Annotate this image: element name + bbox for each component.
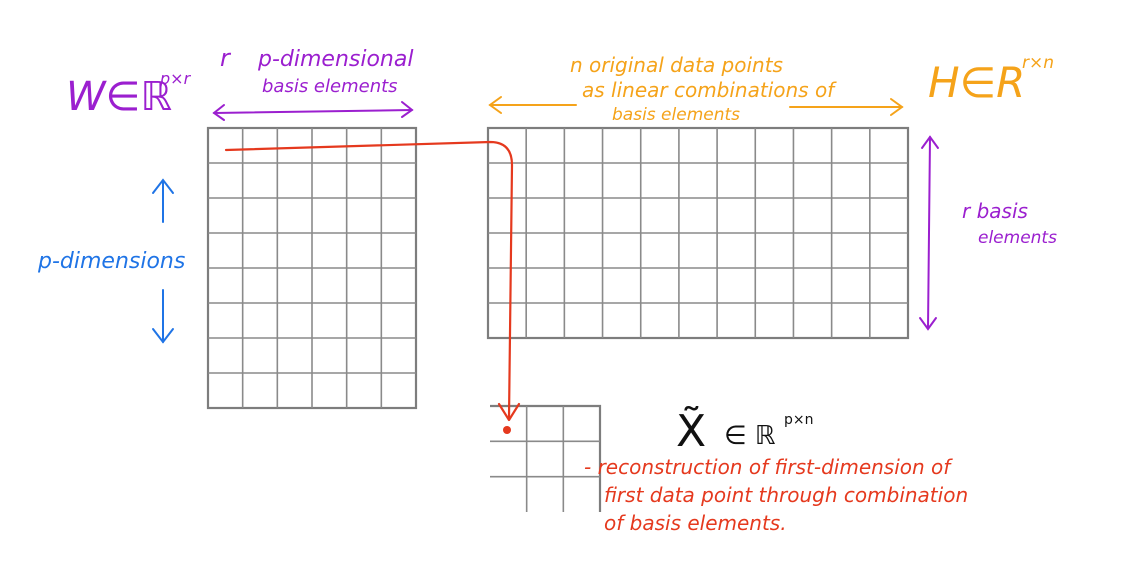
h-matrix-superscript: r×n [1022,53,1054,73]
annotation-line2: first data point through combination [604,483,968,507]
h-top-label-line3: basis elements [612,105,740,125]
w-side-label: p-dimensions [37,249,185,274]
x-matrix-label-rest: ∈ ℝ [724,421,776,451]
w-grid [206,126,418,410]
reconstruction-path [224,140,521,422]
grid-border [488,404,602,514]
x-matrix-superscript: p×n [784,412,814,428]
w-top-label-line2: basis elements [262,76,398,97]
h-side-label-line1: r basis [962,199,1028,223]
h-height-arrow [919,135,939,331]
w-width-arrow [212,101,414,121]
w-matrix-superscript: p×r [159,69,192,88]
h-top-label-line1: n original data points [570,53,783,77]
h-grid [486,126,910,340]
x-matrix-label: X̃ [676,404,706,457]
h-top-label-line2: as linear combinations of [582,78,837,102]
matrix-x: X̃ ∈ ℝ p×n - reconstruction of first-dim… [488,404,968,535]
w-height-arrow [152,178,174,344]
w-top-label-line1: p-dimensional [257,47,413,72]
annotation-line3: of basis elements. [604,511,787,535]
w-top-label-r: r [220,44,232,72]
reconstruction-point [503,426,511,434]
h-matrix-label: H∈R [928,58,1025,107]
matrix-w: W∈ℝ p×r r p-dimensional basis elements p… [37,44,418,410]
h-side-label-line2: elements [978,228,1057,248]
annotation-line1: - reconstruction of first-dimension of [584,455,953,479]
x-grid [488,404,602,514]
matrix-h: H∈R r×n n original data points as linear… [486,53,1057,340]
h-width-arrow [488,96,904,116]
w-matrix-label: W∈ℝ [66,74,172,120]
